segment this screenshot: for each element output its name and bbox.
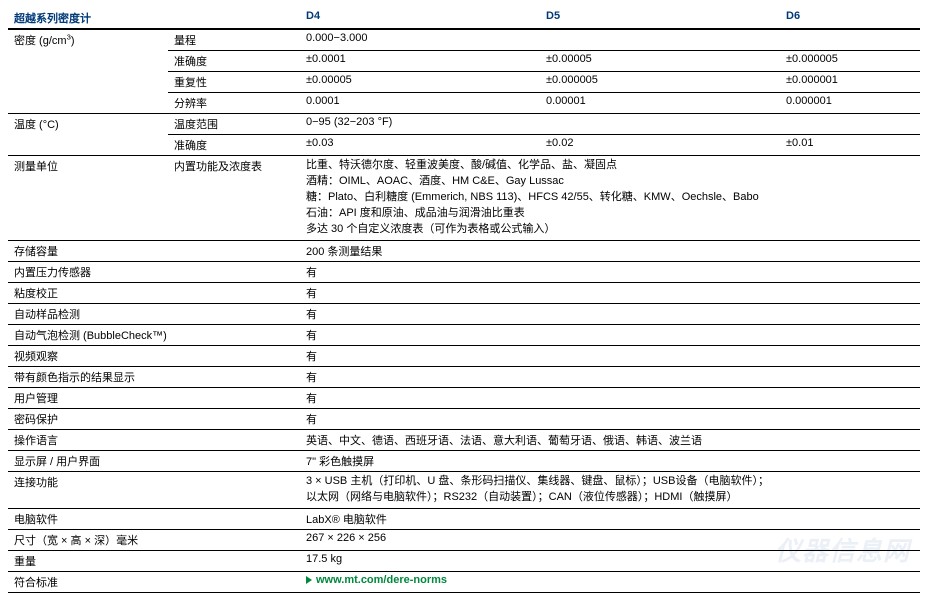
table-row: 自动样品检测有 xyxy=(8,303,920,324)
row-label: 视频观察 xyxy=(8,345,300,366)
value: 0−95 (32−203 °F) xyxy=(300,114,920,135)
units-line: 石油：API 度和原油、成品油与润滑油比重表 xyxy=(306,206,914,222)
row-label: 存储容量 xyxy=(8,240,300,261)
table-row: 带有颜色指示的结果显示有 xyxy=(8,366,920,387)
row-label: 显示屏 / 用户界面 xyxy=(8,450,300,471)
row-value: 有 xyxy=(300,303,920,324)
table-row: 显示屏 / 用户界面7" 彩色触摸屏 xyxy=(8,450,920,471)
value-d6: ±0.000001 xyxy=(780,72,920,93)
value-d5: ±0.00005 xyxy=(540,51,780,72)
label-units: 测量单位 xyxy=(8,156,168,241)
value-d5: ±0.000005 xyxy=(540,72,780,93)
header-title: 超越系列密度计 xyxy=(8,8,300,29)
row-value: 7" 彩色触摸屏 xyxy=(300,450,920,471)
table-row: 内置压力传感器有 xyxy=(8,261,920,282)
label-standards: 符合标准 xyxy=(8,571,300,592)
table-row: 自动气泡检测 (BubbleCheck™)有 xyxy=(8,324,920,345)
sublabel: 分辨率 xyxy=(168,93,300,114)
row-value: 有 xyxy=(300,324,920,345)
value-d6: 0.000001 xyxy=(780,93,920,114)
table-row: 重量17.5 kg xyxy=(8,550,920,571)
connectivity-line: 以太网（网络与电脑软件）；RS232（自动装置）；CAN（液位传感器）；HDMI… xyxy=(306,490,914,506)
table-header-row: 超越系列密度计 D4 D5 D6 xyxy=(8,8,920,29)
row-connectivity: 连接功能 3 × USB 主机（打印机、U 盘、条形码扫描仪、集线器、键盘、鼠标… xyxy=(8,471,920,508)
label-temp: 温度 (°C) xyxy=(8,114,168,156)
units-line: 比重、特沃德尔度、轻重波美度、酸/碱值、化学品、盐、凝固点 xyxy=(306,158,914,174)
row-label: 用户管理 xyxy=(8,387,300,408)
label-density: 密度 (g/cm3) xyxy=(8,29,168,114)
row-standards: 符合标准 www.mt.com/dere-norms xyxy=(8,571,920,592)
table-row: 操作语言英语、中文、德语、西班牙语、法语、意大利语、葡萄牙语、俄语、韩语、波兰语 xyxy=(8,429,920,450)
table-row: 电脑软件LabX® 电脑软件 xyxy=(8,508,920,529)
row-value: 有 xyxy=(300,387,920,408)
header-col-d6: D6 xyxy=(780,8,920,29)
value-d5: 0.00001 xyxy=(540,93,780,114)
value-d6: ±0.000005 xyxy=(780,51,920,72)
sublabel: 准确度 xyxy=(168,135,300,156)
header-col-d5: D5 xyxy=(540,8,780,29)
standards-link[interactable]: www.mt.com/dere-norms xyxy=(316,574,447,586)
value: 0.000−3.000 xyxy=(300,29,920,51)
value-d4: ±0.03 xyxy=(300,135,540,156)
units-line: 糖：Plato、白利糖度 (Emmerich, NBS 113)、HFCS 42… xyxy=(306,190,914,206)
sublabel: 准确度 xyxy=(168,51,300,72)
label-connectivity: 连接功能 xyxy=(8,471,300,508)
units-line: 酒精：OIML、AOAC、酒度、HM C&E、Gay Lussac xyxy=(306,174,914,190)
table-row: 存储容量200 条测量结果 xyxy=(8,240,920,261)
row-density-range: 密度 (g/cm3) 量程 0.000−3.000 xyxy=(8,29,920,51)
connectivity-line: 3 × USB 主机（打印机、U 盘、条形码扫描仪、集线器、键盘、鼠标）；USB… xyxy=(306,474,914,490)
row-value: 200 条测量结果 xyxy=(300,240,920,261)
row-label: 内置压力传感器 xyxy=(8,261,300,282)
value-d4: ±0.00005 xyxy=(300,72,540,93)
sublabel: 量程 xyxy=(168,29,300,51)
arrow-icon xyxy=(306,576,312,584)
table-row: 尺寸（宽 × 高 × 深）毫米267 × 226 × 256 xyxy=(8,529,920,550)
row-temp-range: 温度 (°C) 温度范围 0−95 (32−203 °F) xyxy=(8,114,920,135)
row-label: 带有颜色指示的结果显示 xyxy=(8,366,300,387)
value-d5: ±0.02 xyxy=(540,135,780,156)
row-value: 17.5 kg xyxy=(300,550,920,571)
spec-table: 超越系列密度计 D4 D5 D6 密度 (g/cm3) 量程 0.000−3.0… xyxy=(8,8,920,593)
row-label: 密码保护 xyxy=(8,408,300,429)
connectivity-content: 3 × USB 主机（打印机、U 盘、条形码扫描仪、集线器、键盘、鼠标）；USB… xyxy=(300,471,920,508)
row-value: 有 xyxy=(300,345,920,366)
row-label: 尺寸（宽 × 高 × 深）毫米 xyxy=(8,529,300,550)
table-row: 视频观察有 xyxy=(8,345,920,366)
row-value: 有 xyxy=(300,366,920,387)
sublabel: 温度范围 xyxy=(168,114,300,135)
row-label: 自动气泡检测 (BubbleCheck™) xyxy=(8,324,300,345)
value-d4: ±0.0001 xyxy=(300,51,540,72)
row-label: 操作语言 xyxy=(8,429,300,450)
table-row: 用户管理有 xyxy=(8,387,920,408)
table-row: 粘度校正有 xyxy=(8,282,920,303)
table-row: 密码保护有 xyxy=(8,408,920,429)
value-d4: 0.0001 xyxy=(300,93,540,114)
row-value: LabX® 电脑软件 xyxy=(300,508,920,529)
row-value: 267 × 226 × 256 xyxy=(300,529,920,550)
sublabel-units: 内置功能及浓度表 xyxy=(168,156,300,241)
sublabel: 重复性 xyxy=(168,72,300,93)
row-value: 有 xyxy=(300,282,920,303)
row-label: 重量 xyxy=(8,550,300,571)
row-value: 有 xyxy=(300,261,920,282)
row-value: 英语、中文、德语、西班牙语、法语、意大利语、葡萄牙语、俄语、韩语、波兰语 xyxy=(300,429,920,450)
header-col-d4: D4 xyxy=(300,8,540,29)
row-label: 自动样品检测 xyxy=(8,303,300,324)
row-label: 电脑软件 xyxy=(8,508,300,529)
row-units: 测量单位 内置功能及浓度表 比重、特沃德尔度、轻重波美度、酸/碱值、化学品、盐、… xyxy=(8,156,920,241)
units-content: 比重、特沃德尔度、轻重波美度、酸/碱值、化学品、盐、凝固点 酒精：OIML、AO… xyxy=(300,156,920,241)
units-line: 多达 30 个自定义浓度表（可作为表格或公式输入） xyxy=(306,222,914,238)
value-d6: ±0.01 xyxy=(780,135,920,156)
row-label: 粘度校正 xyxy=(8,282,300,303)
standards-link-cell: www.mt.com/dere-norms xyxy=(300,571,920,592)
row-value: 有 xyxy=(300,408,920,429)
